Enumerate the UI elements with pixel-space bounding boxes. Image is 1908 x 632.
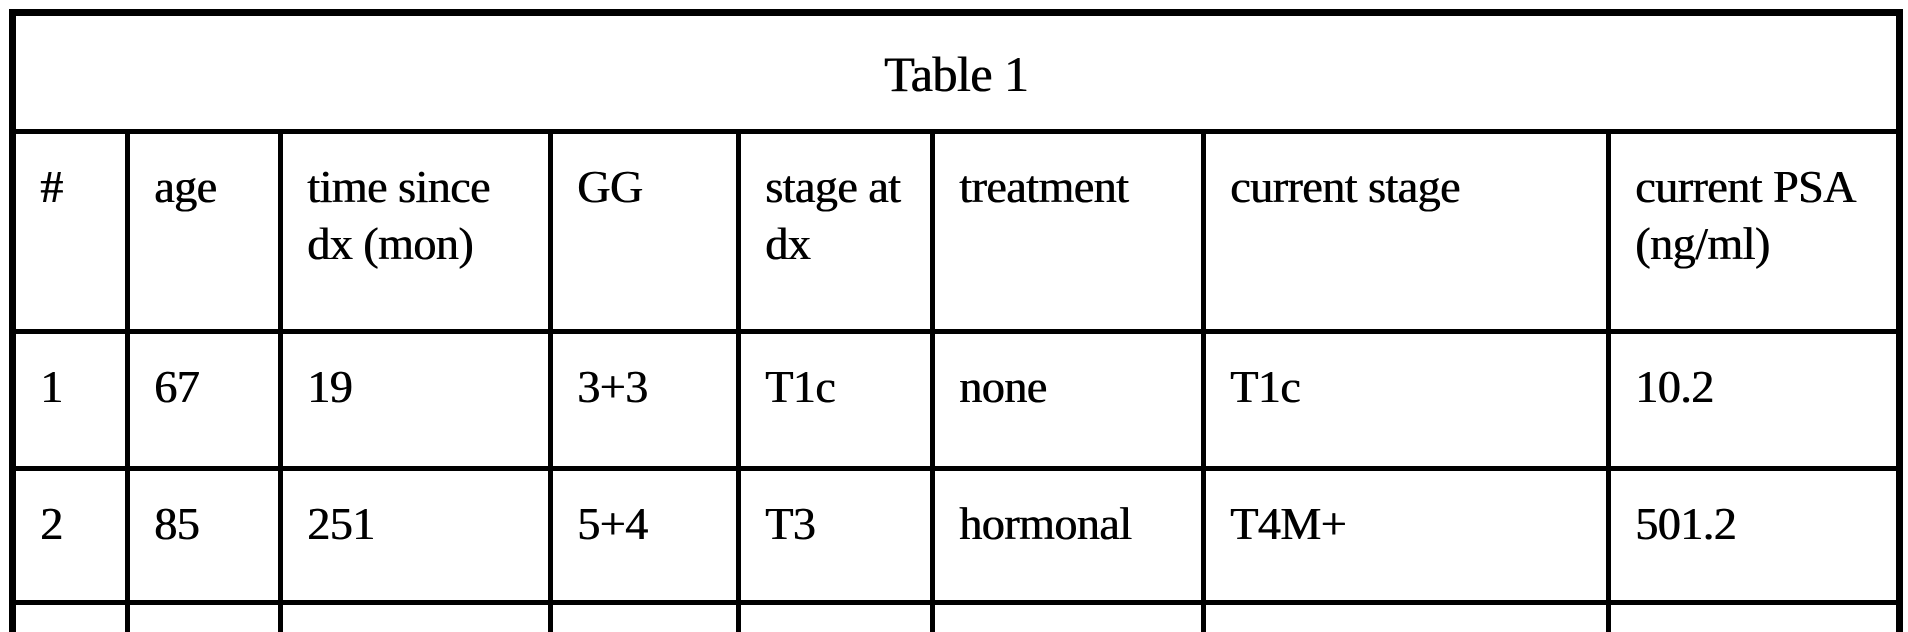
cell-r3-stage-at-dx: T1c	[736, 600, 935, 632]
cell-r1-number: 1	[10, 329, 130, 471]
table-title-row: Table 1	[9, 10, 1903, 134]
cell-r2-time-since-dx: 251	[278, 466, 553, 605]
cell-r2-stage-at-dx: T3	[736, 466, 935, 605]
cell-r2-gg: 5+4	[548, 466, 741, 605]
col-header-age: age	[125, 129, 283, 334]
col-header-number: #	[10, 129, 130, 334]
col-header-current-stage: current stage	[1201, 129, 1611, 334]
table-title: Table 1	[9, 10, 1903, 134]
cell-r1-treatment: none	[930, 329, 1206, 471]
cell-r1-current-psa: 10.2	[1605, 329, 1903, 471]
cell-r1-stage-at-dx: T1c	[736, 329, 935, 471]
cell-r3-age: 54	[125, 600, 283, 632]
table-row: 3 54 7 4+5 T1c RRP pT3CNoMx rising PSA 4…	[10, 600, 1903, 632]
table-header-row: # age time since dx (mon) GG stage at dx…	[10, 129, 1903, 334]
col-header-time-since-dx: time since dx (mon)	[278, 129, 553, 334]
cell-r3-gg: 4+5	[548, 600, 741, 632]
cell-r2-current-stage: T4M+	[1201, 466, 1611, 605]
cell-r1-gg: 3+3	[548, 329, 741, 471]
col-header-gg: GG	[548, 129, 741, 334]
cell-r3-treatment: RRP	[930, 600, 1206, 632]
col-header-treatment: treatment	[930, 129, 1206, 334]
table-row: 1 67 19 3+3 T1c none T1c 10.2	[10, 329, 1903, 471]
cell-r1-age: 67	[125, 329, 283, 471]
cell-r2-number: 2	[10, 466, 130, 605]
cell-r3-current-psa: 4.0	[1605, 600, 1903, 632]
cell-r2-treatment: hormonal	[930, 466, 1206, 605]
patient-data-table: Table 1 # age time since dx (mon) GG sta…	[9, 9, 1904, 632]
table-row: 2 85 251 5+4 T3 hormonal T4M+ 501.2	[10, 466, 1903, 605]
cell-r1-current-stage: T1c	[1201, 329, 1611, 471]
col-header-current-psa: current PSA (ng/ml)	[1605, 129, 1903, 334]
cell-r2-age: 85	[125, 466, 283, 605]
cell-r3-time-since-dx: 7	[278, 600, 553, 632]
cell-r3-current-stage: pT3CNoMx rising PSA	[1201, 600, 1611, 632]
cell-r1-time-since-dx: 19	[278, 329, 553, 471]
cell-r3-number: 3	[10, 600, 130, 632]
col-header-stage-at-dx: stage at dx	[736, 129, 935, 334]
cell-r2-current-psa: 501.2	[1605, 466, 1903, 605]
